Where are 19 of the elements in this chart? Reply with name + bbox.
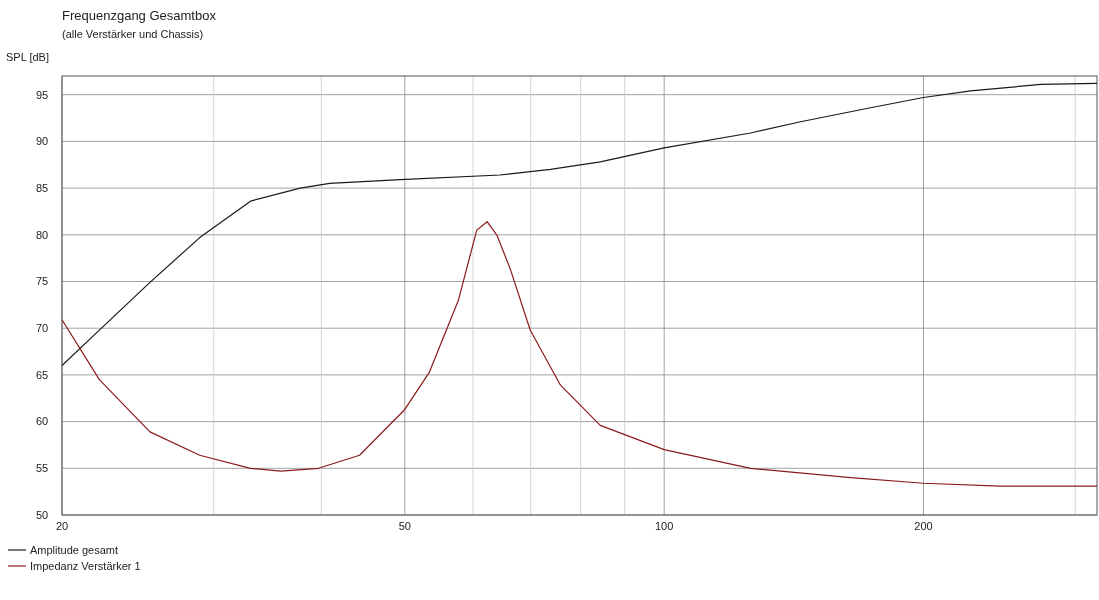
y-tick-label: 80 [35, 228, 49, 241]
y-tick-label: 70 [35, 322, 49, 335]
x-tick-label: 200 [914, 520, 933, 532]
y-tick-label: 50 [35, 508, 49, 521]
y-tick-label: 95 [35, 88, 49, 101]
y-tick-label: 55 [35, 462, 49, 475]
chart-subtitle: (alle Verstärker und Chassis) [62, 28, 204, 40]
legend-label: Impedanz Verstärker 1 [30, 559, 141, 572]
y-tick-label: 85 [35, 181, 49, 194]
y-tick-label: 65 [35, 368, 49, 381]
y-tick-label: 60 [35, 415, 49, 428]
x-tick-label: 100 [654, 520, 674, 532]
chart-title: Frequenzgang Gesamtbox [62, 8, 217, 23]
y-tick-label: 75 [35, 275, 49, 288]
legend-label: Amplitude gesamt [30, 543, 119, 556]
y-axis-title: SPL [dB] [6, 51, 50, 63]
x-tick-label: 50 [398, 520, 411, 532]
y-tick-label: 90 [35, 135, 49, 148]
x-tick-label: 20 [55, 520, 69, 532]
